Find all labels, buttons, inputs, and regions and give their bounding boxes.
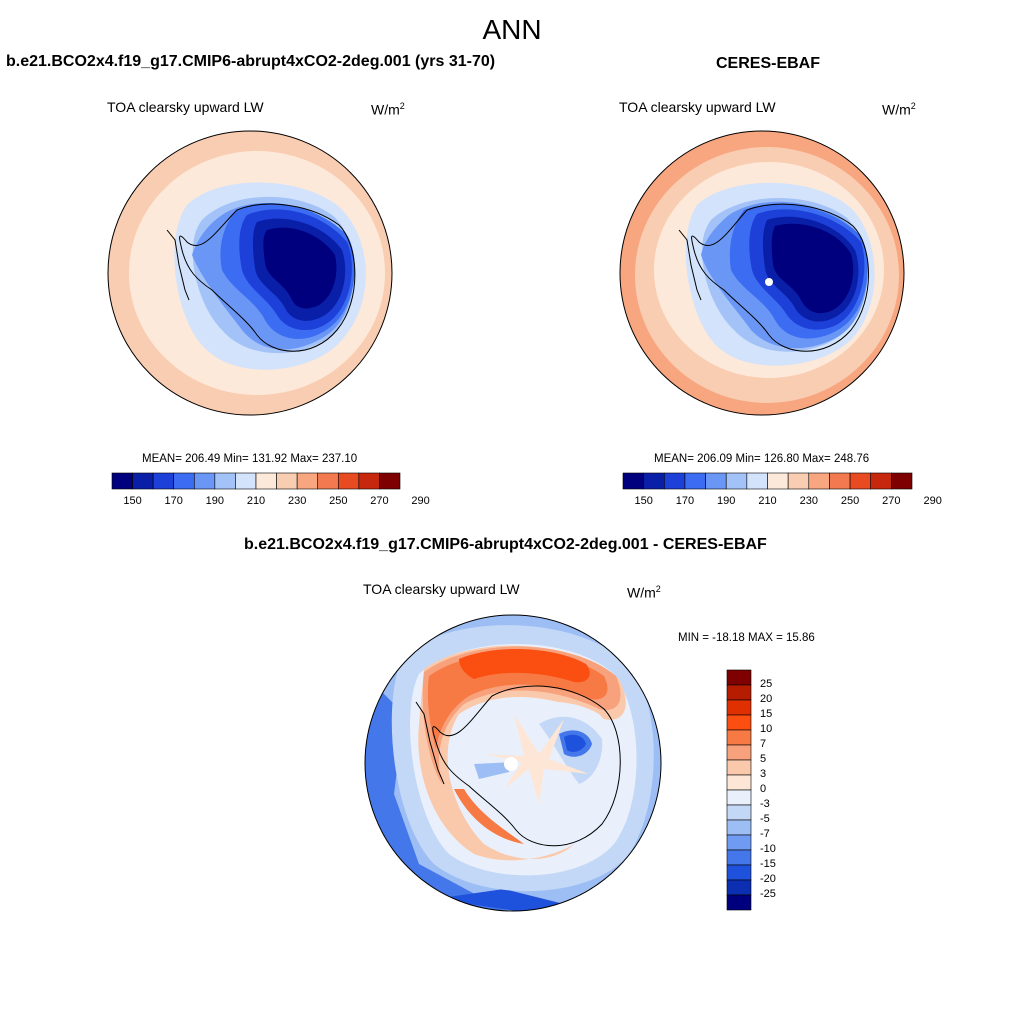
panel-diff-stats: MIN = -18.18 MAX = 15.86 [678,632,815,644]
panel-obs-title: CERES-EBAF [716,55,821,72]
colorbar-swatch [726,879,752,896]
colorbar-swatch [726,774,752,791]
colorbar-swatch [622,472,644,490]
panel-obs-colorbar-labels: 150 170 190 210 230 250 270 290 [623,495,941,509]
colorbar-tick-label: -20 [760,873,776,885]
colorbar-swatch [379,472,401,490]
colorbar-tick-label: -25 [760,888,776,900]
colorbar-tick-label: 270 [370,495,389,507]
colorbar-swatch [726,744,752,761]
colorbar-tick-label: 3 [760,768,767,780]
colorbar-tick-label: 0 [760,783,767,795]
colorbar-swatch [132,472,154,490]
colorbar-swatch [111,472,133,490]
colorbar-tick-label: 25 [760,678,773,690]
panel-obs-map [619,130,905,416]
colorbar-tick-label: 190 [717,495,736,507]
colorbar-tick-label: 170 [675,495,695,507]
colorbar-tick-label: 10 [760,723,773,735]
panel-model-map [107,130,393,416]
colorbar-swatch [726,894,752,911]
panel-diff-units: W/m2 [627,584,661,601]
panel-model-variable: TOA clearsky upward LW [107,99,264,115]
colorbar-swatch [870,472,892,490]
colorbar-tick-label: -3 [760,798,770,810]
colorbar-tick-label: 250 [840,495,860,507]
colorbar-swatch [705,472,727,490]
panel-obs-units: W/m2 [882,101,916,118]
colorbar-swatch [746,472,768,490]
colorbar-swatch [358,472,380,490]
colorbar-tick-label: 250 [329,495,348,507]
colorbar-swatch [726,819,752,836]
colorbar-swatch [173,472,195,490]
colorbar-tick-label: 150 [123,495,142,507]
panel-obs-variable: TOA clearsky upward LW [619,99,776,115]
colorbar-swatch [726,729,752,746]
colorbar-tick-label: 5 [760,753,767,765]
colorbar-tick-label: 170 [164,495,183,507]
colorbar-tick-label: 210 [246,495,266,507]
panel-diff-variable: TOA clearsky upward LW [363,581,520,597]
colorbar-tick-label: -5 [760,813,770,825]
colorbar-swatch [726,669,752,686]
panel-model-colorbar-labels: 150 170 190 210 230 250 270 290 [112,495,429,509]
colorbar-tick-label: 15 [760,708,773,720]
colorbar-tick-label: 7 [760,738,767,750]
colorbar-swatch [726,849,752,866]
panel-diff-colorbar [726,669,752,911]
colorbar-swatch [829,472,851,490]
panel-model-units: W/m2 [371,101,405,118]
colorbar-tick-label: 190 [205,495,225,507]
colorbar-swatch [152,472,175,490]
colorbar-tick-label: 230 [799,495,818,507]
panel-diff-map [364,614,662,912]
colorbar-tick-label: 290 [923,495,942,507]
colorbar-tick-label: -15 [760,858,776,870]
panel-model-stats: MEAN= 206.49 Min= 131.92 Max= 237.10 [142,453,358,465]
colorbar-tick-label: -7 [760,828,770,840]
panel-obs-stats: MEAN= 206.09 Min= 126.80 Max= 248.76 [654,453,870,465]
colorbar-swatch [767,472,789,490]
colorbar-swatch [726,834,752,851]
colorbar-swatch [255,472,277,490]
colorbar-swatch [726,864,752,881]
colorbar-swatch [849,472,872,490]
colorbar-swatch [787,472,810,490]
colorbar-tick-label: -10 [760,843,776,855]
colorbar-swatch [296,472,319,490]
colorbar-swatch [725,472,748,490]
colorbar-swatch [317,472,339,490]
colorbar-swatch [808,472,830,490]
colorbar-swatch [337,472,360,490]
colorbar-swatch [276,472,298,490]
colorbar-tick-label: 230 [287,495,307,507]
colorbar-swatch [726,759,752,776]
panel-diff-title: b.e21.BCO2x4.f19_g17.CMIP6-abrupt4xCO2-2… [244,536,767,553]
colorbar-swatch [726,804,752,821]
colorbar-tick-label: 270 [882,495,901,507]
colorbar-tick-label: 210 [758,495,777,507]
colorbar-swatch [214,472,236,490]
colorbar-tick-label: 290 [411,495,430,507]
panel-obs-colorbar [622,472,913,490]
colorbar-swatch [643,472,665,490]
colorbar-swatch [663,472,686,490]
colorbar-swatch [726,684,752,701]
panel-diff-colorbar-labels: 25 20 15 10 7 5 3 0 -3 -5 -7 -10 -15 -20 -25 [760,670,800,910]
colorbar-swatch [726,714,752,731]
colorbar-swatch [726,789,752,806]
figure-title: ANN [482,14,542,45]
colorbar-tick-label: 20 [760,693,773,705]
colorbar-swatch [193,472,216,490]
colorbar-swatch [891,472,913,490]
panel-model-title: b.e21.BCO2x4.f19_g17.CMIP6-abrupt4xCO2-2… [6,53,496,70]
colorbar-tick-label: 150 [634,495,653,507]
colorbar-swatch [684,472,706,490]
colorbar-swatch [235,472,257,490]
panel-model-colorbar [111,472,401,490]
colorbar-swatch [726,699,752,716]
